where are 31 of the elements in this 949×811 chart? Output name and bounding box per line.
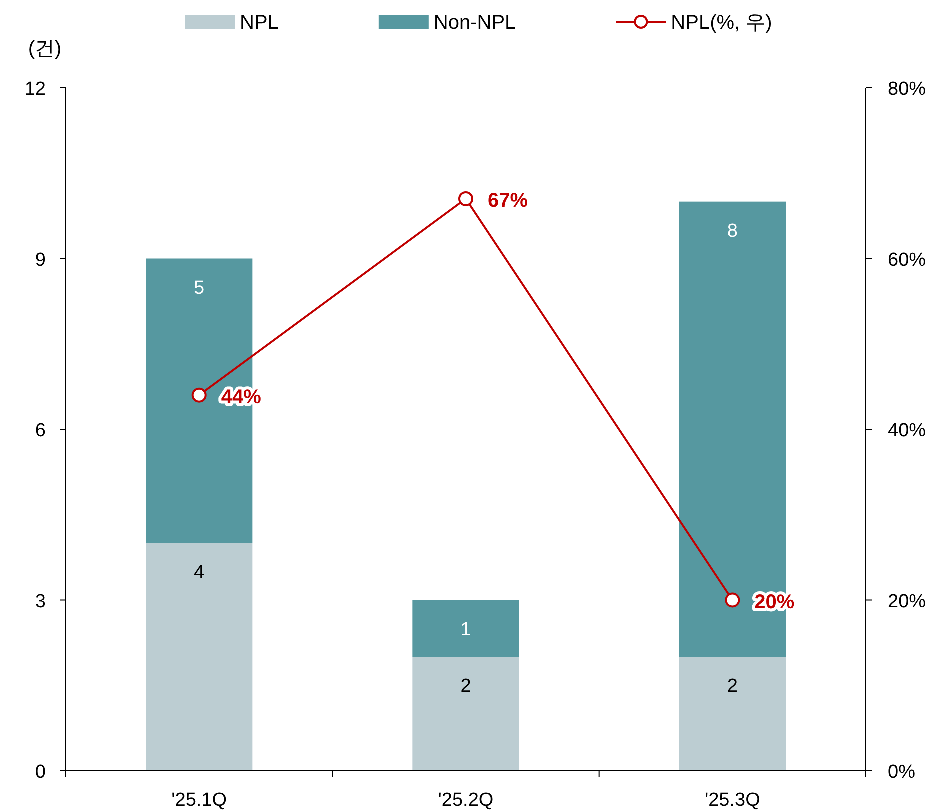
y2-tick-label: 60% bbox=[888, 250, 926, 271]
point bbox=[192, 388, 207, 403]
y-axis-title: (건) bbox=[28, 38, 62, 60]
data-label: 1 bbox=[460, 619, 472, 640]
data-label: 8 bbox=[727, 220, 738, 242]
x-tick-label: '25.2Q bbox=[438, 790, 494, 811]
legend-label: NPL bbox=[240, 12, 279, 34]
y-tick-label: 0 bbox=[35, 762, 46, 783]
x-tick-label: '25.1Q bbox=[172, 790, 228, 811]
x-tick-label: '25.3Q bbox=[704, 790, 760, 811]
y2-tick-label: 40% bbox=[888, 420, 926, 442]
bar bbox=[146, 543, 253, 771]
y-tick-label: 6 bbox=[35, 420, 46, 442]
y2-tick-label: 80% bbox=[888, 79, 926, 100]
data-label: 67% bbox=[488, 190, 528, 212]
data-label: 4 bbox=[194, 562, 206, 584]
y-tick-label: 12 bbox=[24, 79, 46, 100]
y-tick-label: 9 bbox=[35, 250, 46, 271]
data-label: 5 bbox=[194, 278, 205, 299]
data-label: 2 bbox=[460, 676, 472, 698]
point bbox=[725, 592, 740, 608]
legend-label: Non-NPL bbox=[434, 12, 516, 34]
bar bbox=[412, 657, 520, 771]
bar bbox=[412, 600, 520, 658]
bar bbox=[679, 657, 786, 771]
point bbox=[458, 191, 474, 206]
y-tick-label: 3 bbox=[35, 591, 46, 612]
y2-tick-label: 0% bbox=[888, 762, 916, 783]
data-label: 2 bbox=[727, 676, 738, 698]
y2-tick-label: 20% bbox=[888, 591, 926, 612]
legend-label: NPL(%, 우) bbox=[671, 12, 772, 34]
